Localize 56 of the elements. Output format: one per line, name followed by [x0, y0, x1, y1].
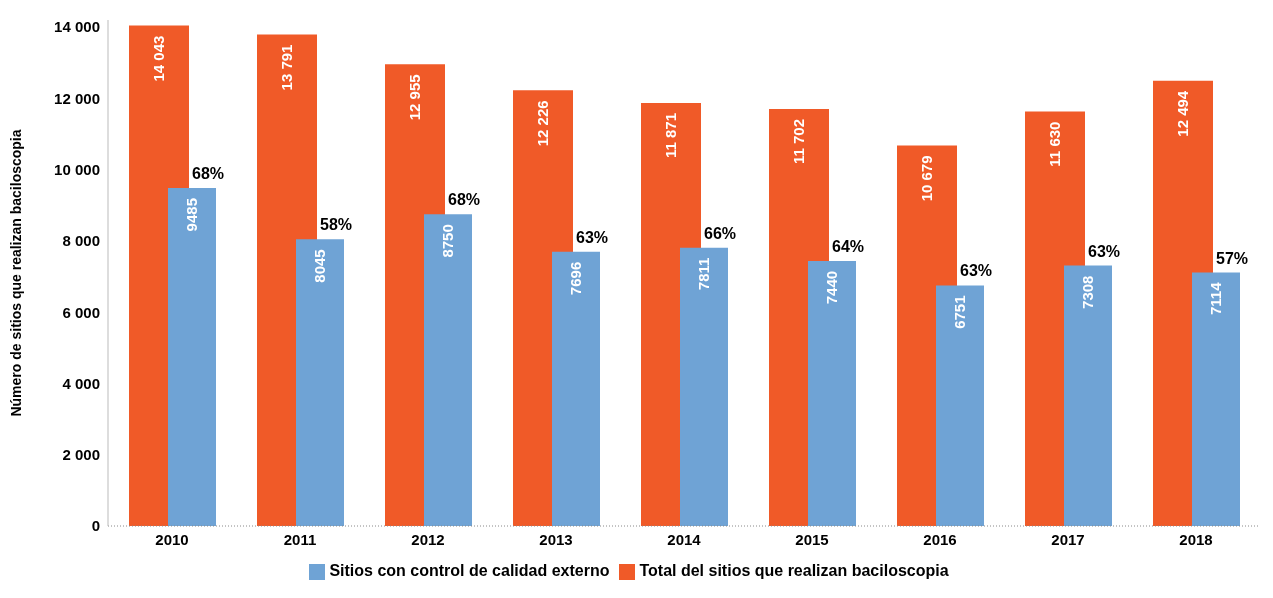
data-label: 12 226 — [534, 100, 552, 147]
data-label: 11 630 — [1046, 121, 1064, 167]
data-label: 8750 — [439, 224, 457, 258]
data-label: 10 679 — [918, 155, 936, 202]
bar — [296, 239, 344, 526]
x-tick-label: 2015 — [795, 530, 829, 548]
annotation: 63% — [1088, 242, 1121, 260]
bar — [680, 247, 728, 526]
data-label: 12 955 — [406, 74, 424, 121]
data-label: 11 871 — [662, 112, 680, 159]
data-label: 7440 — [823, 270, 841, 305]
y-tick-label: 8 000 — [62, 232, 100, 250]
annotation: 68% — [448, 191, 481, 209]
annotation: 58% — [320, 216, 353, 234]
x-tick-label: 2011 — [283, 530, 317, 548]
bar — [808, 260, 856, 526]
bar — [424, 214, 472, 526]
data-label: 7308 — [1079, 275, 1097, 309]
y-tick-label: 0 — [91, 517, 100, 535]
bar — [168, 188, 216, 526]
annotation: 63% — [960, 262, 993, 280]
data-label: 14 043 — [150, 35, 168, 82]
y-tick-label: 12 000 — [54, 89, 100, 107]
y-tick-label: 10 000 — [54, 160, 100, 178]
data-label: 7696 — [567, 261, 585, 296]
y-tick-label: 2 000 — [62, 446, 100, 464]
y-tick-label: 4 000 — [62, 374, 100, 392]
x-tick-label: 2012 — [411, 530, 445, 548]
data-label: 8045 — [311, 249, 329, 283]
data-label: 9485 — [183, 198, 201, 232]
x-tick-label: 2016 — [923, 530, 957, 548]
y-tick-label: 6 000 — [62, 303, 100, 321]
y-tick-label: 14 000 — [54, 18, 100, 36]
x-tick-label: 2018 — [1179, 530, 1213, 548]
x-tick-label: 2013 — [539, 530, 573, 548]
annotation: 68% — [192, 165, 225, 183]
y-axis-title: Número de sitios que realizan baciloscopia — [7, 129, 24, 417]
bar — [936, 285, 984, 526]
annotation: 64% — [832, 237, 865, 255]
data-label: 6751 — [951, 295, 969, 329]
data-label: 7811 — [695, 257, 713, 291]
legend-label: Sitios con control de calidad externo — [329, 562, 610, 579]
x-tick-label: 2010 — [155, 530, 189, 548]
bar — [1192, 272, 1240, 526]
data-label: 13 791 — [278, 44, 296, 91]
data-label: 11 702 — [790, 119, 808, 165]
data-label: 12 494 — [1174, 90, 1192, 137]
x-tick-label: 2014 — [667, 530, 702, 548]
bar — [1064, 265, 1112, 526]
x-tick-label: 2017 — [1051, 530, 1085, 548]
legend-label: Total del sitios que realizan baciloscopia — [639, 562, 949, 579]
bar — [552, 251, 600, 526]
data-label: 7114 — [1207, 281, 1225, 316]
annotation: 63% — [576, 228, 609, 246]
annotation: 66% — [704, 224, 737, 242]
annotation: 57% — [1216, 249, 1249, 267]
